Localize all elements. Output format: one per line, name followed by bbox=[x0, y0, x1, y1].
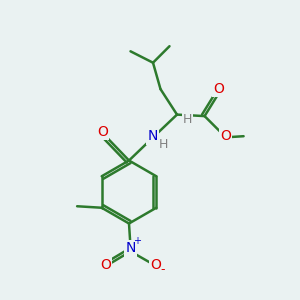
Text: +: + bbox=[133, 236, 141, 247]
Text: O: O bbox=[213, 82, 224, 96]
Text: O: O bbox=[100, 258, 111, 272]
Text: N: N bbox=[147, 130, 158, 143]
Text: H: H bbox=[183, 112, 192, 126]
Text: O: O bbox=[220, 129, 231, 142]
Text: -: - bbox=[160, 262, 165, 276]
Text: N: N bbox=[125, 242, 136, 255]
Text: O: O bbox=[150, 258, 161, 272]
Text: H: H bbox=[159, 138, 169, 151]
Text: O: O bbox=[98, 125, 108, 139]
